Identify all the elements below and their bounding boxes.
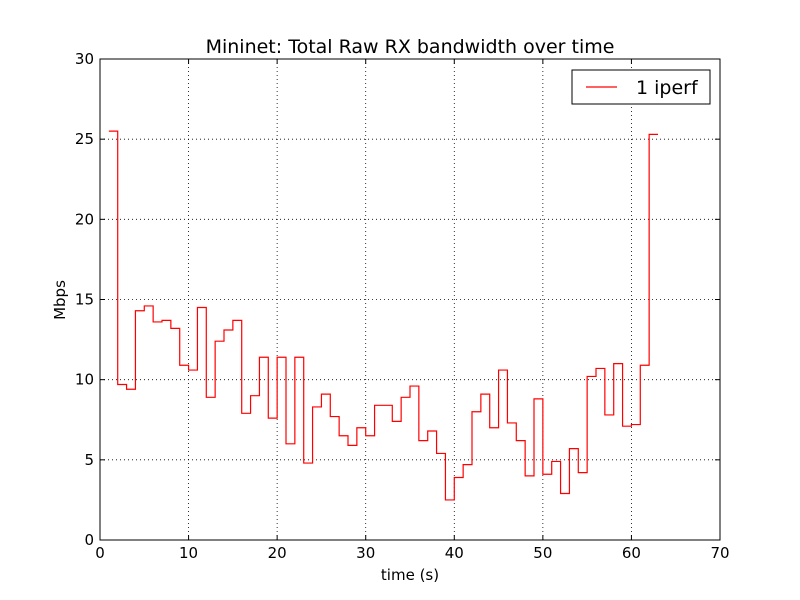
- x-tick-label: 0: [95, 544, 105, 562]
- tick-layer: 0 10 20 30 40 50 60 70 0 5 10 15 20 25 30: [75, 50, 730, 562]
- y-axis-label: Mbps: [51, 280, 69, 320]
- series-line-1-iperf: [108, 130, 658, 501]
- grid-layer: [100, 59, 720, 540]
- legend-label: 1 iperf: [636, 77, 699, 99]
- chart-title: Mininet: Total Raw RX bandwidth over tim…: [206, 36, 615, 58]
- y-tick-label: 30: [75, 50, 94, 68]
- x-tick-label: 60: [622, 544, 641, 562]
- legend: 1 iperf: [571, 69, 711, 105]
- y-tick-label: 15: [75, 291, 94, 309]
- x-tick-label: 10: [179, 544, 198, 562]
- y-tick-label: 5: [84, 451, 94, 469]
- y-tick-label: 25: [75, 130, 94, 148]
- series-layer: [108, 130, 658, 501]
- x-tick-label: 20: [268, 544, 287, 562]
- x-tick-label: 50: [533, 544, 552, 562]
- x-tick-label: 70: [710, 544, 729, 562]
- y-tick-label: 10: [75, 371, 94, 389]
- y-tick-label: 0: [84, 531, 94, 549]
- x-tick-label: 30: [356, 544, 375, 562]
- y-tick-label: 20: [75, 210, 94, 228]
- x-axis-label: time (s): [381, 566, 439, 584]
- x-tick-label: 40: [445, 544, 464, 562]
